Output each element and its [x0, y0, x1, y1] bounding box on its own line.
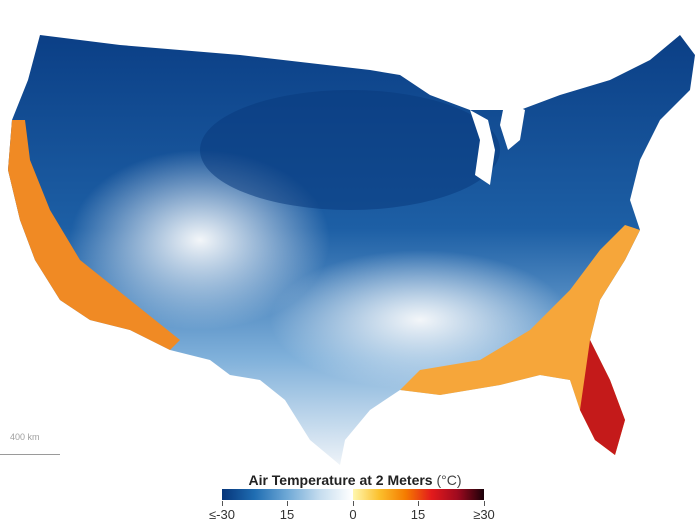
tick-label: ≤-30 [209, 507, 235, 522]
colorbar-warm [353, 489, 484, 500]
tick [353, 501, 354, 506]
legend: Air Temperature at 2 Meters (°C) ≤-30 15… [200, 472, 510, 530]
warm-west-coast [8, 120, 180, 350]
tick-label: 0 [349, 507, 357, 522]
tick [418, 501, 419, 506]
tick [287, 501, 288, 506]
legend-title: Air Temperature at 2 Meters (°C) [248, 472, 462, 488]
tick-label: ≥30 [473, 507, 495, 522]
tick [484, 501, 485, 506]
scale-label: 400 km [10, 432, 40, 442]
colorbar-cold [222, 489, 352, 500]
scale-line [0, 454, 60, 455]
warm-southeast [400, 225, 640, 455]
tick-label: 15 [410, 507, 426, 522]
temperature-map [8, 35, 695, 465]
tick-label: 15 [279, 507, 295, 522]
legend-unit: (°C) [436, 472, 462, 488]
tick [222, 501, 223, 506]
